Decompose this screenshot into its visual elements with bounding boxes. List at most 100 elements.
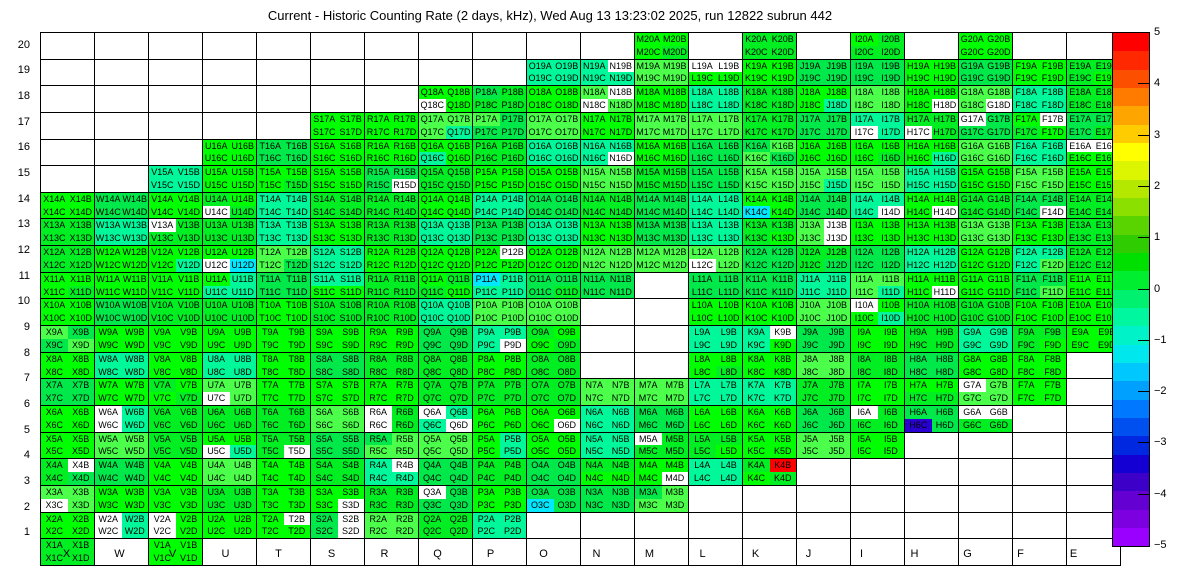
heatmap-cell[interactable]: R8A R8B R8C R8D [364, 351, 419, 380]
heatmap-subcell[interactable]: H11C [905, 285, 932, 298]
heatmap-cell[interactable] [1012, 511, 1067, 540]
heatmap-cell[interactable]: N5A N5B N5C N5D [580, 431, 635, 460]
heatmap-subcell[interactable]: W8A [95, 353, 122, 366]
heatmap-subcell[interactable]: I9B [877, 326, 904, 339]
heatmap-subcell[interactable]: L14D [715, 205, 742, 218]
heatmap-subcell[interactable]: R9B [391, 326, 418, 339]
heatmap-cell[interactable]: L10A L10B L10C L10D [688, 298, 743, 327]
heatmap-cell[interactable]: J9A J9B J9C J9D [796, 325, 851, 353]
heatmap-subcell[interactable]: Q7D [445, 392, 472, 405]
heatmap-subcell[interactable]: J14C [797, 205, 824, 218]
heatmap-subcell[interactable]: O9B [553, 326, 580, 339]
heatmap-subcell[interactable]: F13B [1039, 219, 1066, 233]
heatmap-subcell[interactable]: L10C [689, 312, 716, 325]
heatmap-subcell[interactable]: Q14C [419, 205, 446, 218]
heatmap-subcell[interactable]: R3B [391, 486, 418, 499]
heatmap-subcell[interactable]: W12C [95, 258, 122, 272]
heatmap-subcell[interactable]: K13C [743, 232, 770, 245]
heatmap-subcell[interactable]: H12C [905, 258, 932, 272]
heatmap-subcell[interactable]: T12A [257, 246, 284, 259]
heatmap-cell[interactable]: S7A S7B S7C S7D [310, 378, 365, 406]
heatmap-subcell[interactable]: F19C [1013, 72, 1040, 85]
heatmap-subcell[interactable]: I9D [877, 338, 904, 352]
heatmap-subcell[interactable]: J6A [797, 406, 824, 419]
heatmap-subcell[interactable]: L11D [715, 285, 742, 298]
heatmap-subcell[interactable]: K6C [743, 418, 770, 432]
heatmap-subcell[interactable]: X12C [41, 258, 68, 272]
heatmap-subcell[interactable]: K17D [769, 125, 796, 139]
heatmap-subcell[interactable]: W12A [95, 246, 122, 259]
heatmap-subcell[interactable]: U8C [203, 365, 230, 378]
heatmap-cell[interactable]: K11A K11B K11C K11D [742, 271, 797, 300]
heatmap-cell[interactable]: F16A F16B F16C F16D [1012, 138, 1067, 167]
heatmap-cell[interactable]: I7A I7B I7C I7D [850, 378, 905, 406]
heatmap-cell[interactable] [958, 458, 1013, 486]
heatmap-subcell[interactable]: I11B [877, 273, 904, 286]
heatmap-subcell[interactable]: V1B [175, 539, 202, 552]
heatmap-subcell[interactable]: K13B [769, 219, 796, 233]
heatmap-subcell[interactable]: W5B [121, 433, 148, 446]
heatmap-subcell[interactable]: R8B [391, 353, 418, 366]
heatmap-subcell[interactable]: F13D [1039, 232, 1066, 245]
heatmap-cell[interactable]: M6A M6B M6C M6D [634, 404, 689, 433]
heatmap-subcell[interactable]: I8D [877, 365, 904, 378]
heatmap-subcell[interactable]: U11B [229, 273, 256, 286]
heatmap-subcell[interactable]: H17B [931, 113, 958, 126]
heatmap-subcell[interactable]: S6B [337, 406, 364, 419]
heatmap-subcell[interactable]: J13D [823, 232, 850, 245]
heatmap-cell[interactable]: S4A S4B S4C S4D [310, 458, 365, 486]
heatmap-cell[interactable]: P8A P8B P8C P8D [472, 351, 527, 380]
heatmap-cell[interactable] [904, 538, 959, 566]
heatmap-subcell[interactable]: X8C [41, 365, 68, 378]
heatmap-subcell[interactable]: P9B [499, 326, 526, 339]
heatmap-subcell[interactable]: Q15A [419, 166, 446, 180]
heatmap-subcell[interactable]: K4B [769, 459, 796, 473]
heatmap-cell[interactable]: E15A E15B E15C E15D [1066, 165, 1121, 193]
heatmap-subcell[interactable]: J19D [823, 72, 850, 85]
heatmap-cell[interactable]: K15A K15B K15C K15D [742, 165, 797, 193]
heatmap-subcell[interactable]: Q8C [419, 365, 446, 378]
heatmap-subcell[interactable]: R14B [391, 193, 418, 206]
heatmap-subcell[interactable]: U15C [203, 179, 230, 192]
heatmap-subcell[interactable]: S7D [337, 392, 364, 405]
heatmap-subcell[interactable]: L14C [689, 205, 716, 218]
heatmap-subcell[interactable]: J14B [823, 193, 850, 206]
heatmap-subcell[interactable]: G16A [959, 140, 986, 153]
heatmap-subcell[interactable]: O16A [527, 140, 554, 153]
heatmap-subcell[interactable]: R15B [391, 166, 418, 180]
heatmap-subcell[interactable]: J5D [823, 445, 850, 458]
heatmap-subcell[interactable]: T6A [257, 406, 284, 419]
heatmap-cell[interactable]: J8A J8B J8C J8D [796, 351, 851, 380]
heatmap-subcell[interactable]: M13B [661, 219, 688, 233]
heatmap-subcell[interactable]: W2A [95, 513, 122, 526]
heatmap-subcell[interactable]: G7A [959, 379, 986, 393]
heatmap-cell[interactable]: M5A M5B M5C M5D [634, 431, 689, 460]
heatmap-cell[interactable]: P13A P13B P13C P13D [472, 218, 527, 247]
heatmap-subcell[interactable]: U3C [203, 498, 230, 512]
heatmap-cell[interactable]: S12A S12B S12C S12D [310, 245, 365, 273]
heatmap-cell[interactable]: O19A O19B O19C O19D [526, 58, 581, 87]
heatmap-subcell[interactable]: H12A [905, 246, 932, 259]
heatmap-subcell[interactable]: T11B [283, 273, 310, 286]
heatmap-subcell[interactable]: X8D [67, 365, 94, 378]
heatmap-cell[interactable]: I13A I13B I13C I13D [850, 218, 905, 247]
heatmap-subcell[interactable]: J13C [797, 232, 824, 245]
heatmap-cell[interactable]: T10A T10B T10C T10D [256, 298, 311, 327]
heatmap-subcell[interactable]: U3A [203, 486, 230, 499]
heatmap-cell[interactable]: J13A J13B J13C J13D [796, 218, 851, 247]
heatmap-cell[interactable]: P17A P17B P17C P17D [472, 111, 527, 140]
heatmap-subcell[interactable]: T5C [257, 445, 284, 458]
heatmap-subcell[interactable]: W11A [95, 273, 122, 286]
heatmap-cell[interactable]: N6A N6B N6C N6D [580, 404, 635, 433]
heatmap-cell[interactable]: X12A X12B X12C X12D [40, 245, 95, 273]
heatmap-subcell[interactable]: G6D [985, 418, 1012, 432]
heatmap-cell[interactable]: E11A E11B E11C E11D [1066, 271, 1121, 300]
heatmap-subcell[interactable]: O5A [527, 433, 554, 446]
heatmap-subcell[interactable]: K5C [743, 445, 770, 458]
heatmap-cell[interactable] [94, 85, 149, 113]
heatmap-subcell[interactable]: P13A [473, 219, 500, 233]
heatmap-subcell[interactable]: Q18B [445, 86, 472, 100]
heatmap-subcell[interactable]: R14D [391, 205, 418, 218]
heatmap-subcell[interactable]: E14C [1067, 205, 1094, 218]
heatmap-subcell[interactable]: G15D [985, 179, 1012, 192]
